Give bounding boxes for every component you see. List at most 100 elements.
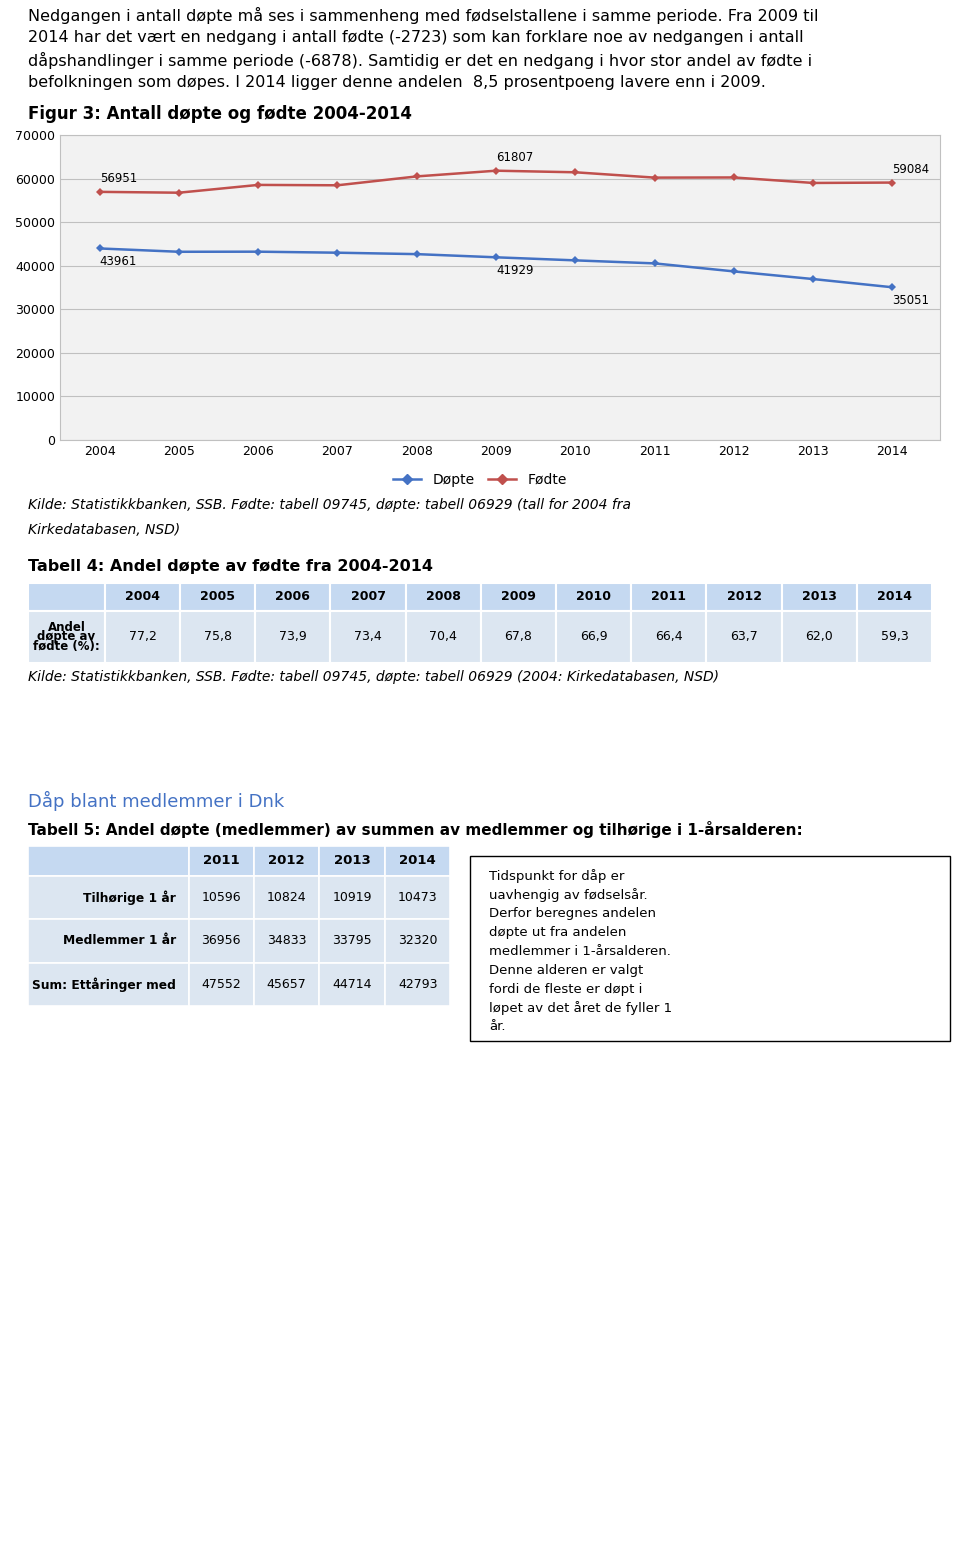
Bar xyxy=(556,611,632,664)
Text: dåpshandlinger i samme periode (-6878). Samtidig er det en nedgang i hvor stor a: dåpshandlinger i samme periode (-6878). … xyxy=(28,53,812,70)
Text: 2012: 2012 xyxy=(269,855,305,867)
Bar xyxy=(330,583,406,611)
Bar xyxy=(254,876,320,920)
Text: Andel: Andel xyxy=(47,622,85,634)
Text: 56951: 56951 xyxy=(100,172,137,185)
Text: medlemmer i 1-årsalderen.: medlemmer i 1-årsalderen. xyxy=(489,945,671,957)
Bar xyxy=(188,962,254,1005)
Text: 75,8: 75,8 xyxy=(204,631,231,643)
Bar xyxy=(254,845,320,876)
Text: 45657: 45657 xyxy=(267,977,306,991)
Bar xyxy=(320,962,385,1005)
Text: Sum: Ettåringer med: Sum: Ettåringer med xyxy=(32,977,176,991)
Text: 59,3: 59,3 xyxy=(880,631,908,643)
Bar xyxy=(857,583,932,611)
Bar xyxy=(385,962,450,1005)
Text: Dåp blant medlemmer i Dnk: Dåp blant medlemmer i Dnk xyxy=(28,791,284,811)
Bar xyxy=(707,583,781,611)
Bar xyxy=(781,611,857,664)
Text: fordi de fleste er døpt i: fordi de fleste er døpt i xyxy=(489,982,642,996)
Text: 66,9: 66,9 xyxy=(580,631,608,643)
Bar xyxy=(255,611,330,664)
Bar xyxy=(255,583,330,611)
Text: 67,8: 67,8 xyxy=(505,631,533,643)
Text: befolkningen som døpes. I 2014 ligger denne andelen  8,5 prosentpoeng lavere enn: befolkningen som døpes. I 2014 ligger de… xyxy=(28,75,766,90)
Text: 2012: 2012 xyxy=(727,591,761,603)
Text: døpte av: døpte av xyxy=(37,631,95,643)
Text: 73,4: 73,4 xyxy=(354,631,382,643)
Bar xyxy=(330,611,406,664)
Text: 32320: 32320 xyxy=(397,934,438,948)
Text: 62,0: 62,0 xyxy=(805,631,833,643)
Text: Tidspunkt for dåp er: Tidspunkt for dåp er xyxy=(489,869,624,883)
Text: 59084: 59084 xyxy=(893,163,929,176)
Bar xyxy=(28,876,188,920)
Bar xyxy=(254,962,320,1005)
Text: 2014 har det vært en nedgang i antall fødte (-2723) som kan forklare noe av nedg: 2014 har det vært en nedgang i antall fø… xyxy=(28,30,804,45)
Text: 63,7: 63,7 xyxy=(731,631,757,643)
Text: 2006: 2006 xyxy=(276,591,310,603)
Bar xyxy=(320,920,385,962)
Text: 10473: 10473 xyxy=(397,890,438,904)
Bar xyxy=(556,583,632,611)
Text: Figur 3: Antall døpte og fødte 2004-2014: Figur 3: Antall døpte og fødte 2004-2014 xyxy=(28,106,412,123)
Text: 2004: 2004 xyxy=(125,591,160,603)
Bar xyxy=(28,583,105,611)
Bar xyxy=(632,583,707,611)
Text: Derfor beregnes andelen: Derfor beregnes andelen xyxy=(489,908,656,920)
Text: Kilde: Statistikkbanken, SSB. Fødte: tabell 09745, døpte: tabell 06929 (tall for: Kilde: Statistikkbanken, SSB. Fødte: tab… xyxy=(28,497,631,511)
Text: døpte ut fra andelen: døpte ut fra andelen xyxy=(489,926,626,939)
Text: 2014: 2014 xyxy=(876,591,912,603)
Text: 2007: 2007 xyxy=(350,591,386,603)
Bar xyxy=(707,611,781,664)
Text: 2009: 2009 xyxy=(501,591,536,603)
Text: løpet av det året de fyller 1: løpet av det året de fyller 1 xyxy=(489,1001,672,1015)
Text: 33795: 33795 xyxy=(332,934,372,948)
Text: 2010: 2010 xyxy=(576,591,612,603)
Text: Medlemmer 1 år: Medlemmer 1 år xyxy=(62,934,176,948)
Bar xyxy=(320,845,385,876)
Text: Kirkedatabasen, NSD): Kirkedatabasen, NSD) xyxy=(28,522,180,536)
Text: 70,4: 70,4 xyxy=(429,631,457,643)
Text: 34833: 34833 xyxy=(267,934,306,948)
Text: 10596: 10596 xyxy=(202,890,241,904)
Text: 47552: 47552 xyxy=(202,977,241,991)
Text: 2013: 2013 xyxy=(802,591,837,603)
Text: 2014: 2014 xyxy=(399,855,436,867)
Text: 2011: 2011 xyxy=(651,591,686,603)
Bar xyxy=(105,611,180,664)
Bar xyxy=(320,876,385,920)
Text: 43961: 43961 xyxy=(100,255,137,267)
Bar xyxy=(28,845,188,876)
Text: Denne alderen er valgt: Denne alderen er valgt xyxy=(489,963,643,976)
Bar xyxy=(254,920,320,962)
Bar xyxy=(188,920,254,962)
Bar xyxy=(385,876,450,920)
Text: 36956: 36956 xyxy=(202,934,241,948)
Text: fødte (%):: fødte (%): xyxy=(33,640,100,653)
Text: 41929: 41929 xyxy=(496,264,534,277)
Bar xyxy=(28,611,105,664)
Text: Nedgangen i antall døpte må ses i sammenheng med fødselstallene i samme periode.: Nedgangen i antall døpte må ses i sammen… xyxy=(28,8,819,23)
Text: 2013: 2013 xyxy=(334,855,371,867)
Bar xyxy=(28,920,188,962)
Text: 66,4: 66,4 xyxy=(655,631,683,643)
Bar xyxy=(188,845,254,876)
Text: 2011: 2011 xyxy=(203,855,240,867)
Text: Kilde: Statistikkbanken, SSB. Fødte: tabell 09745, døpte: tabell 06929 (2004: Ki: Kilde: Statistikkbanken, SSB. Fødte: tab… xyxy=(28,670,719,684)
Legend: Døpte, Fødte: Døpte, Fødte xyxy=(388,468,572,493)
Bar xyxy=(385,845,450,876)
Text: 44714: 44714 xyxy=(332,977,372,991)
Text: Tilhørige 1 år: Tilhørige 1 år xyxy=(83,890,176,904)
Bar xyxy=(180,583,255,611)
Bar xyxy=(180,611,255,664)
Text: Tabell 5: Andel døpte (medlemmer) av summen av medlemmer og tilhørige i 1-årsald: Tabell 5: Andel døpte (medlemmer) av sum… xyxy=(28,821,803,838)
Bar xyxy=(781,583,857,611)
Bar xyxy=(385,920,450,962)
Text: 42793: 42793 xyxy=(397,977,438,991)
Text: 77,2: 77,2 xyxy=(129,631,156,643)
Bar xyxy=(481,583,556,611)
Bar xyxy=(105,583,180,611)
Text: 2005: 2005 xyxy=(200,591,235,603)
Bar xyxy=(481,611,556,664)
